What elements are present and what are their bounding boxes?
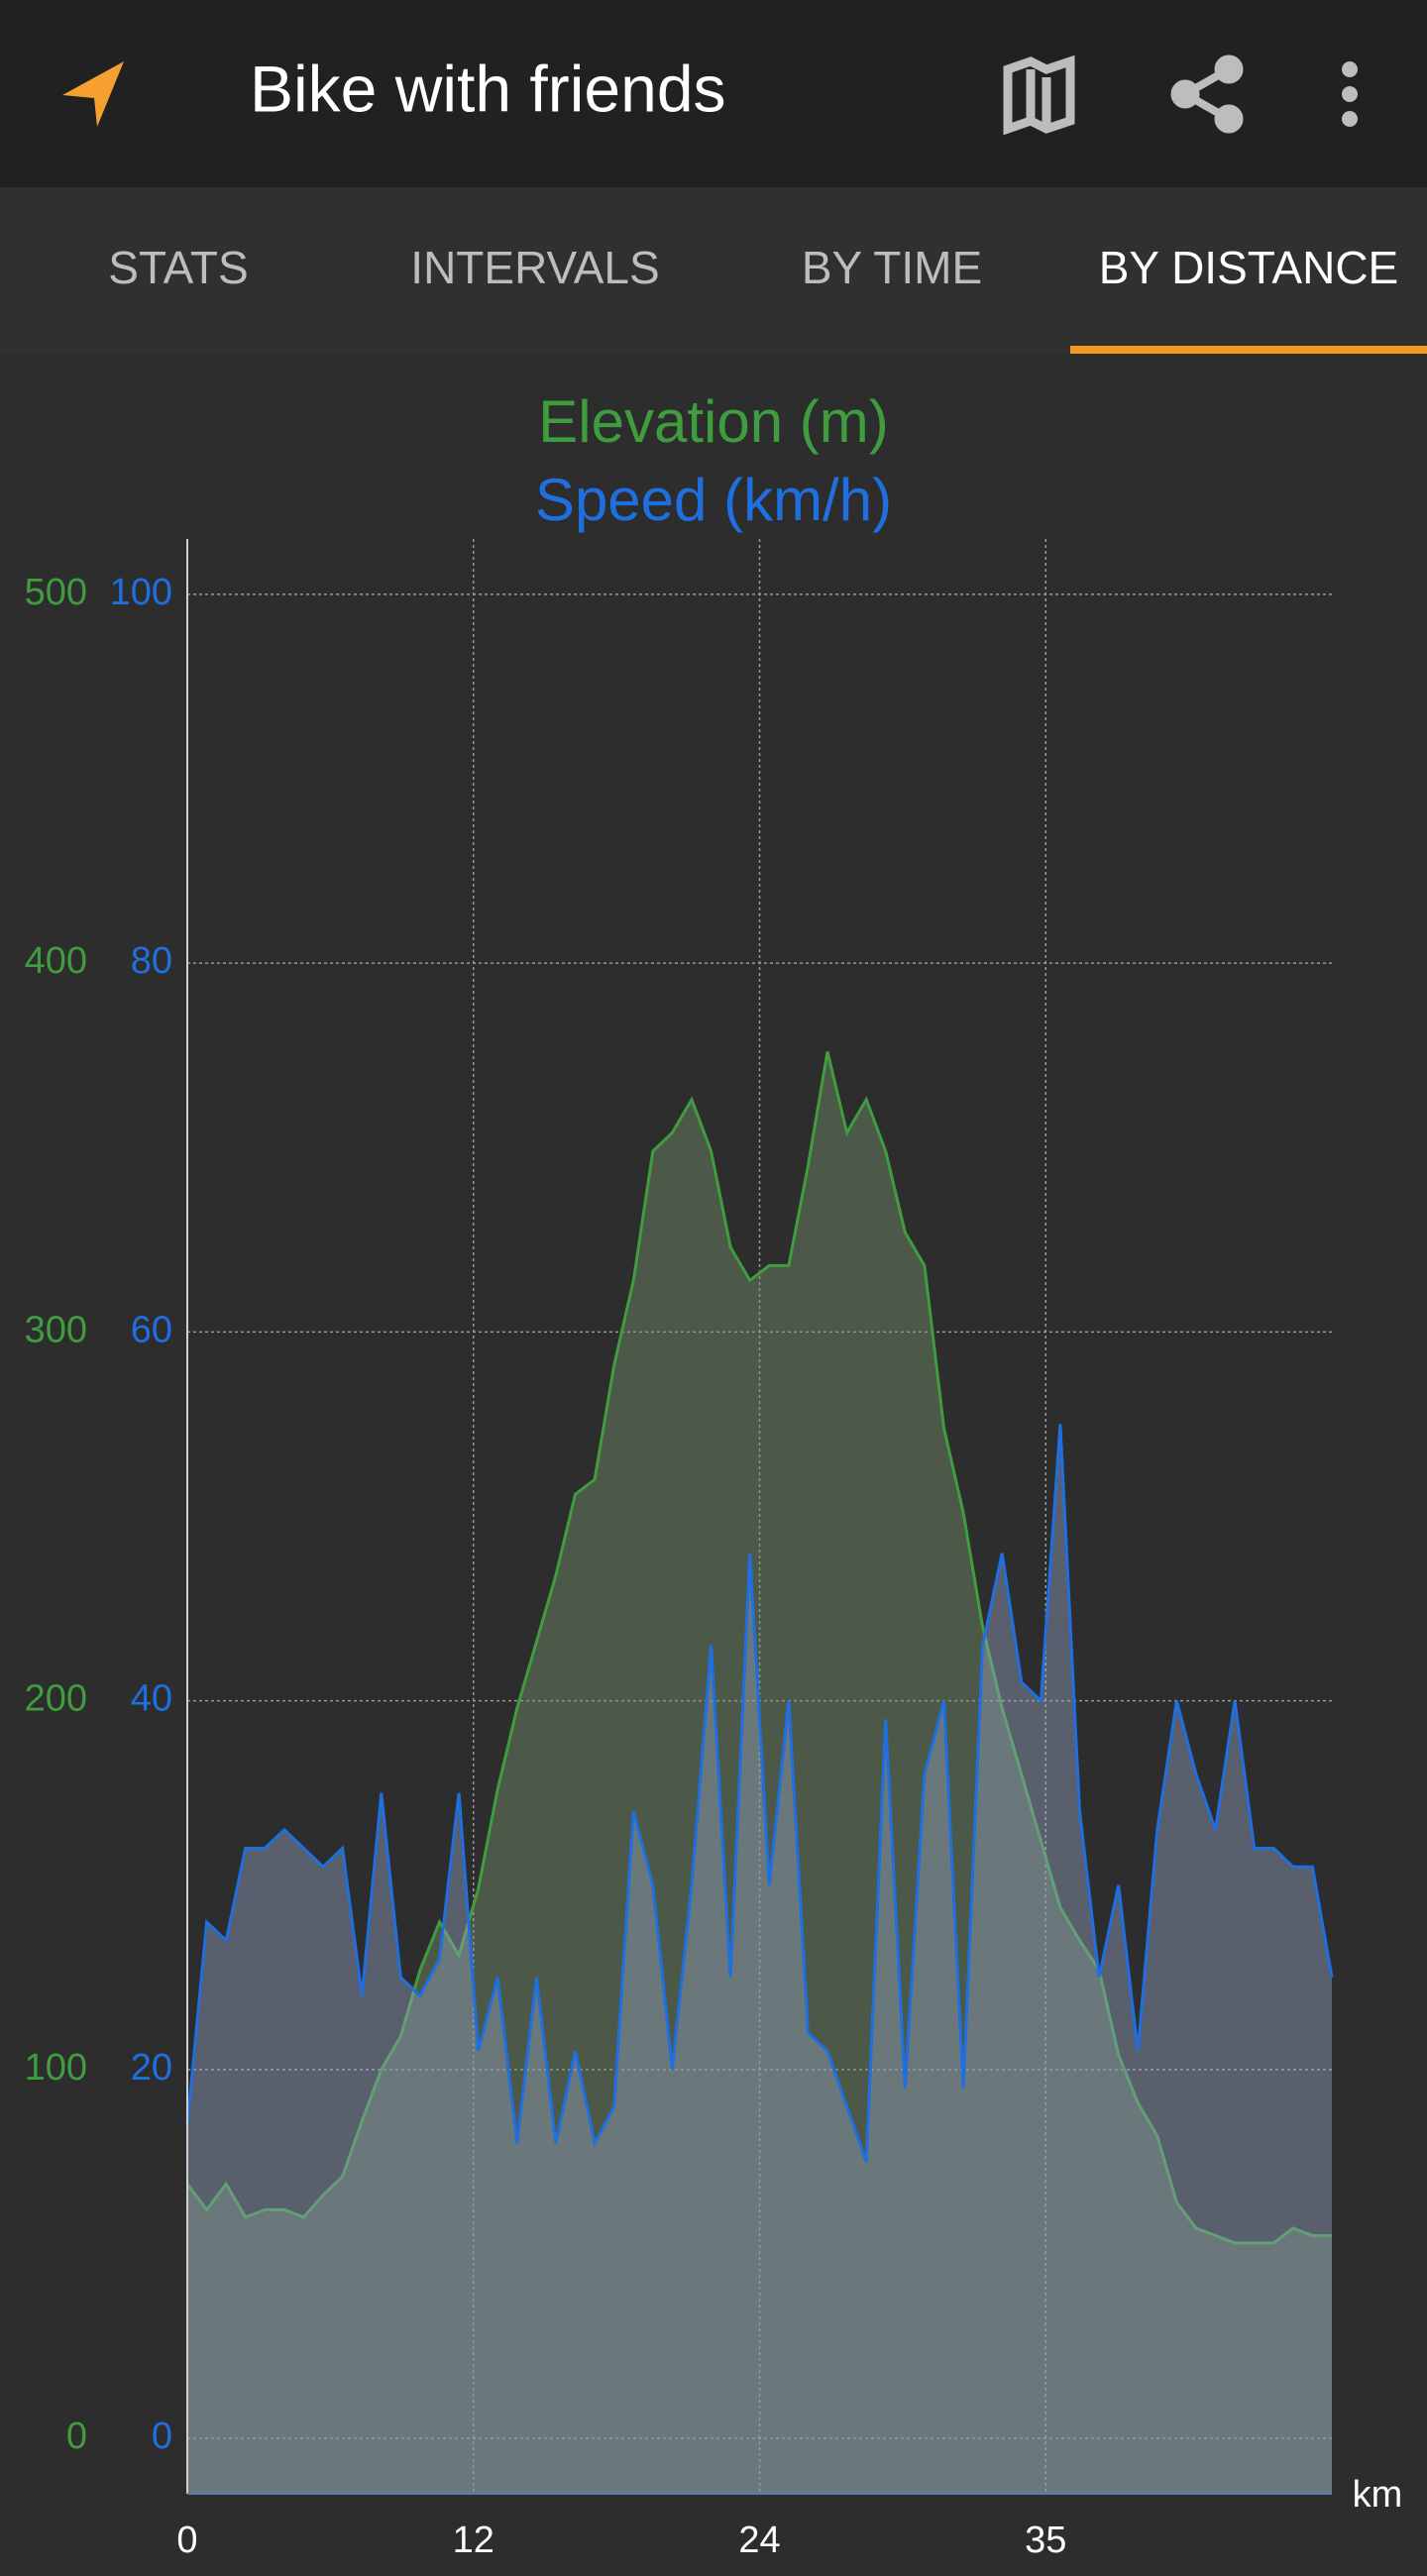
y-tick-label: 100 bbox=[25, 2047, 87, 2089]
y2-tick-label: 20 bbox=[131, 2047, 172, 2089]
tab[interactable]: BY DISTANCE bbox=[1099, 242, 1398, 293]
y-tick-label: 500 bbox=[25, 572, 87, 613]
y-tick-label: 400 bbox=[25, 940, 87, 982]
y2-tick-label: 0 bbox=[152, 2415, 172, 2457]
x-tick-label: 12 bbox=[453, 2520, 494, 2561]
tab-indicator bbox=[1070, 346, 1427, 354]
y-tick-label: 0 bbox=[66, 2415, 87, 2457]
y-tick-label: 300 bbox=[25, 1309, 87, 1350]
x-axis-label: km bbox=[1353, 2474, 1403, 2516]
share-icon[interactable] bbox=[1170, 54, 1244, 134]
series-title: Speed (km/h) bbox=[535, 467, 892, 533]
x-tick-label: 24 bbox=[738, 2520, 780, 2561]
nav-icon[interactable] bbox=[62, 61, 124, 127]
tab-bar bbox=[0, 187, 1427, 354]
tab[interactable]: INTERVALS bbox=[410, 242, 659, 293]
area-fill bbox=[187, 1424, 1332, 2494]
tab[interactable]: STATS bbox=[108, 242, 248, 293]
y2-tick-label: 60 bbox=[131, 1309, 172, 1350]
y-tick-label: 200 bbox=[25, 1678, 87, 1720]
series-line bbox=[185, 1051, 1332, 2245]
map-icon[interactable] bbox=[1003, 54, 1075, 136]
y2-tick-label: 80 bbox=[131, 940, 172, 982]
tab[interactable]: BY TIME bbox=[802, 242, 982, 293]
series-title: Elevation (m) bbox=[538, 388, 888, 455]
area-fill bbox=[187, 1051, 1332, 2494]
x-tick-label: 0 bbox=[176, 2520, 197, 2561]
y2-tick-label: 100 bbox=[110, 572, 172, 613]
y2-tick-label: 40 bbox=[131, 1678, 172, 1720]
x-tick-label: 35 bbox=[1025, 2520, 1066, 2561]
overflow-icon[interactable] bbox=[1342, 61, 1358, 127]
app-title: Bike with friends bbox=[250, 52, 726, 125]
series-line bbox=[185, 1424, 1334, 2163]
